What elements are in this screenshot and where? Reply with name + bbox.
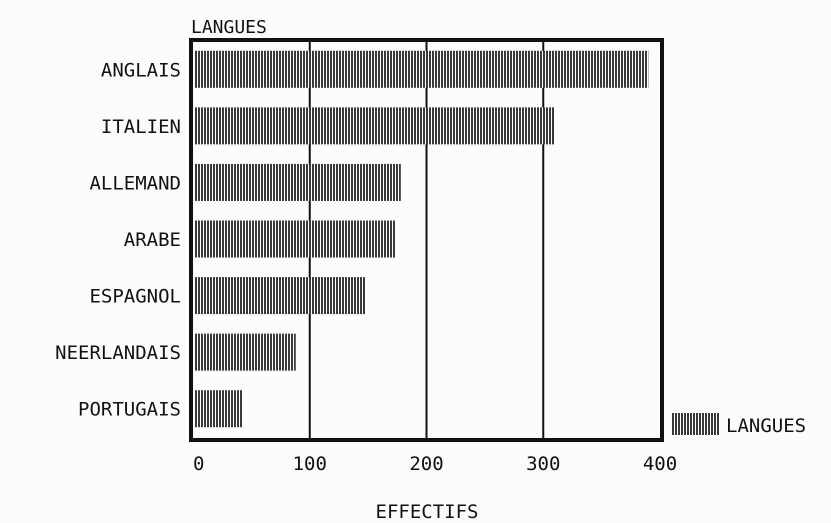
plot-frame: [189, 38, 664, 442]
category-label: ARABE: [124, 229, 181, 251]
legend-swatch: [672, 413, 720, 435]
bar: [195, 107, 555, 145]
x-tick-label: 0: [193, 453, 204, 475]
bar: [195, 50, 649, 88]
legend-label: LANGUES: [726, 415, 806, 437]
category-label: NEERLANDAIS: [55, 342, 181, 364]
x-tick-label: 300: [526, 453, 560, 475]
category-label: ANGLAIS: [101, 59, 181, 81]
bar: [195, 163, 401, 201]
bars: [195, 50, 649, 428]
bar: [195, 220, 395, 258]
category-label: ALLEMAND: [89, 172, 181, 194]
x-axis-label: EFFECTIFS: [376, 501, 479, 523]
category-labels: ANGLAIS ITALIEN ALLEMAND ARABE ESPAGNOL NEERL…: [55, 59, 181, 420]
category-label: ESPAGNOL: [89, 286, 181, 308]
bar: [195, 277, 366, 315]
chart-title: LANGUES: [191, 17, 267, 38]
x-tick-label: 400: [643, 453, 677, 475]
x-tick-labels: 0 100 200 300 400: [193, 453, 677, 475]
legend: LANGUES: [672, 413, 806, 437]
category-label: ITALIEN: [101, 116, 181, 138]
category-label: PORTUGAIS: [78, 399, 181, 421]
bar: [195, 390, 243, 428]
bar: [195, 333, 296, 371]
x-tick-label: 200: [409, 453, 443, 475]
x-tick-label: 100: [293, 453, 327, 475]
